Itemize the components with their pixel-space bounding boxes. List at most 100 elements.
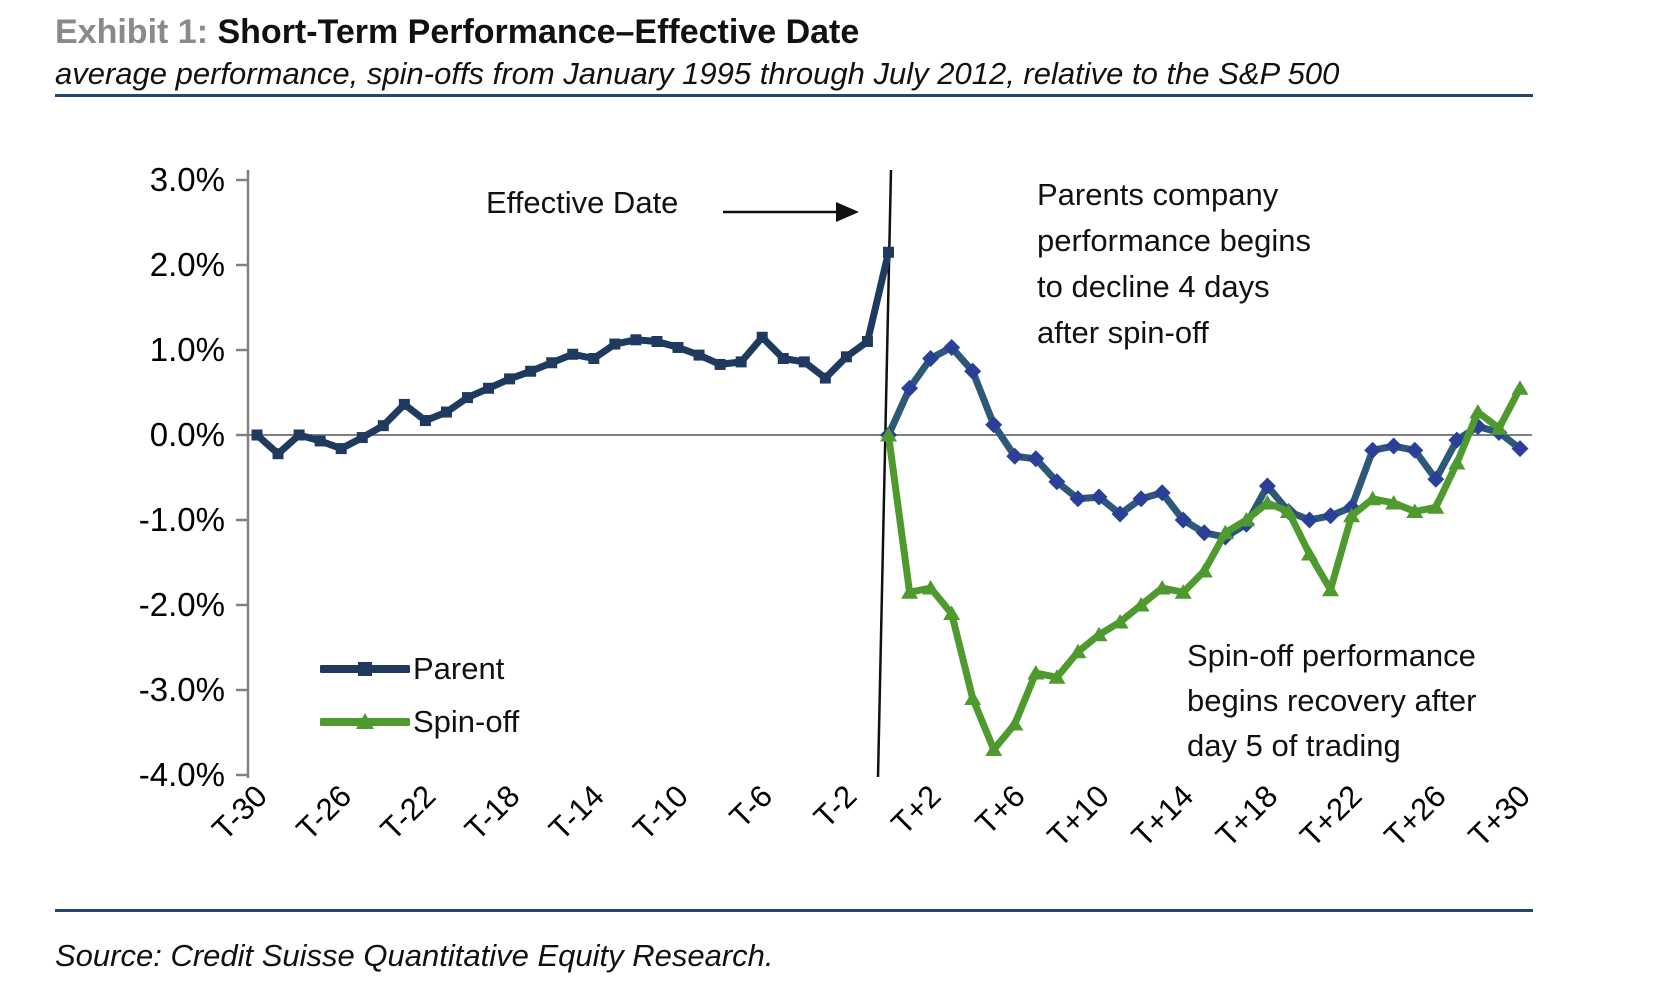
data-point-square xyxy=(756,331,768,343)
data-point-diamond xyxy=(1301,511,1318,529)
data-point-triangle xyxy=(901,584,919,599)
x-tick-label: T+30 xyxy=(1462,778,1537,853)
x-tick-label-group: T+18 xyxy=(1209,778,1284,853)
x-tick-label-group: T+6 xyxy=(969,778,1032,841)
data-point-triangle xyxy=(1111,614,1129,629)
y-tick-label: 2.0% xyxy=(150,246,225,283)
data-point-diamond xyxy=(1174,511,1192,529)
data-point-diamond xyxy=(1258,477,1276,495)
data-point-diamond xyxy=(1511,440,1529,458)
x-tick-label-group: T+22 xyxy=(1293,778,1368,853)
source-line: Source: Credit Suisse Quantitative Equit… xyxy=(55,938,774,973)
x-tick-label-group: T-2 xyxy=(807,778,863,834)
x-tick-label: T+2 xyxy=(884,778,947,841)
data-point-triangle xyxy=(1301,546,1318,561)
data-point-diamond xyxy=(1027,450,1045,468)
data-point-square xyxy=(630,334,642,346)
data-point-square xyxy=(777,353,789,364)
y-tick-label: 0.0% xyxy=(150,416,225,453)
x-tick-label: T+26 xyxy=(1377,778,1452,853)
x-tick-label: T-2 xyxy=(807,778,863,834)
data-point-triangle xyxy=(1237,512,1255,527)
x-tick-label: T-26 xyxy=(290,778,359,847)
data-point-triangle xyxy=(985,741,1003,756)
y-tick-label: 3.0% xyxy=(150,161,225,198)
legend-item-spinoff: Spin-off xyxy=(320,701,519,743)
x-tick-label: T-22 xyxy=(374,778,443,847)
x-tick-label: T-10 xyxy=(626,778,695,847)
data-point-triangle xyxy=(1279,503,1297,518)
x-tick-label-group: T+10 xyxy=(1041,778,1116,853)
data-point-triangle xyxy=(1490,420,1508,435)
x-tick-label: T-6 xyxy=(723,778,779,834)
data-point-triangle xyxy=(1406,503,1424,518)
annotation-line: begins recovery after xyxy=(1187,683,1477,718)
data-point-diamond xyxy=(1406,441,1424,459)
data-point-triangle xyxy=(880,427,897,442)
data-point-diamond xyxy=(1322,507,1340,525)
legend-label-spinoff: Spin-off xyxy=(413,704,520,739)
annotation-line: Spin-off performance xyxy=(1187,638,1476,673)
data-point-triangle xyxy=(1153,580,1171,595)
data-point-triangle xyxy=(1364,490,1382,506)
data-point-diamond xyxy=(901,379,919,397)
data-point-diamond xyxy=(964,362,982,380)
data-point-square xyxy=(419,415,431,427)
effective-date-arrow-head xyxy=(836,202,859,222)
data-point-square xyxy=(588,353,600,364)
x-tick-label-group: T-22 xyxy=(374,778,443,847)
data-point-square xyxy=(609,338,621,350)
data-point-square xyxy=(819,372,831,384)
data-point-triangle xyxy=(1174,584,1192,599)
data-point-diamond xyxy=(985,416,1003,434)
annotation-line: after spin-off xyxy=(1037,315,1209,350)
spinoff-series-icon xyxy=(320,713,410,729)
data-point-diamond xyxy=(1090,488,1108,506)
data-point-triangle xyxy=(964,690,982,705)
annotation-line: to decline 4 days xyxy=(1037,269,1270,304)
data-point-square xyxy=(735,356,747,368)
data-point-square xyxy=(546,357,558,369)
data-point-diamond xyxy=(1132,490,1150,508)
effective-date-line xyxy=(876,169,893,778)
data-point-square xyxy=(272,448,284,460)
data-point-triangle xyxy=(1090,626,1108,642)
data-point-triangle xyxy=(1448,455,1466,470)
y-tick-label: -1.0% xyxy=(139,501,225,538)
data-point-diamond xyxy=(1048,473,1066,491)
data-point-diamond xyxy=(1069,490,1087,508)
effective-date-annotation: Effective Date xyxy=(486,185,679,220)
x-tick-label: T+6 xyxy=(969,778,1032,841)
data-point-square xyxy=(251,429,263,441)
data-point-square xyxy=(567,348,579,360)
data-point-square xyxy=(293,429,305,441)
data-point-square xyxy=(672,341,684,353)
data-point-triangle xyxy=(1385,495,1403,510)
data-point-diamond xyxy=(1006,447,1024,465)
annotation-line: Parents company xyxy=(1037,177,1279,212)
data-point-square xyxy=(840,351,852,363)
annotation-line: performance begins xyxy=(1037,223,1311,258)
data-point-square xyxy=(861,336,873,347)
exhibit-label: Exhibit 1: xyxy=(55,13,209,51)
data-point-square xyxy=(714,358,726,370)
data-point-square xyxy=(483,382,495,394)
annotation-line: day 5 of trading xyxy=(1187,728,1401,763)
x-tick-label: T+14 xyxy=(1125,778,1200,853)
data-point-square xyxy=(504,373,516,385)
x-tick-label: T+10 xyxy=(1041,778,1116,853)
data-point-triangle xyxy=(1469,404,1487,419)
data-point-diamond xyxy=(1195,524,1213,542)
x-tick-label-group: T-14 xyxy=(542,778,611,847)
data-point-square xyxy=(398,398,410,410)
data-point-diamond xyxy=(1427,470,1445,488)
x-tick-label-group: T-18 xyxy=(458,778,527,847)
data-point-square xyxy=(335,443,347,455)
y-tick-label: -4.0% xyxy=(139,756,225,793)
data-point-diamond xyxy=(1385,437,1403,455)
data-point-diamond xyxy=(1364,441,1382,459)
data-point-square xyxy=(356,432,368,444)
title-text: Short-Term Performance–Effective Date xyxy=(217,13,860,51)
